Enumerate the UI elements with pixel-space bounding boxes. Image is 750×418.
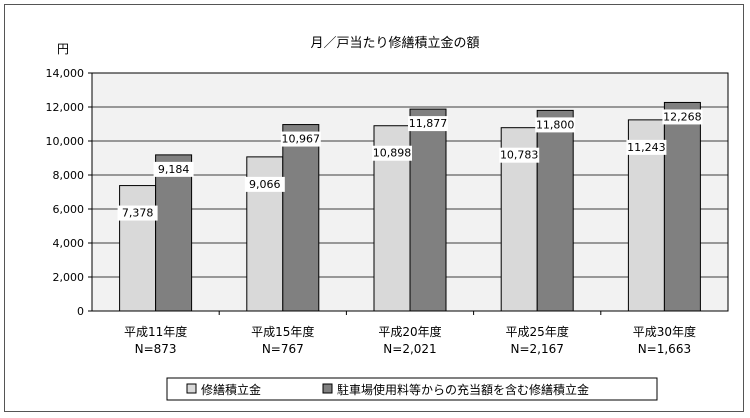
- data-label: 10,783: [500, 149, 539, 162]
- x-sample-size-label: N=767: [262, 342, 304, 356]
- data-label: 11,877: [409, 117, 448, 130]
- y-tick-label: 12,000: [46, 101, 85, 114]
- data-label-background: [408, 116, 448, 132]
- data-label: 11,243: [627, 141, 666, 154]
- x-category-label: 平成30年度: [633, 324, 696, 339]
- x-sample-size-label: N=873: [135, 342, 177, 356]
- y-axis-unit-label: 円: [57, 42, 69, 56]
- data-label: 9,184: [158, 163, 190, 176]
- bar-series-2: [536, 109, 574, 312]
- bar-series-2: [282, 124, 320, 312]
- x-sample-size-label: N=2,021: [383, 342, 436, 356]
- data-label: 10,898: [373, 147, 412, 160]
- bar-data-labels: 7,378 9,184 9,066 10,967 10,898 11,877 10,783 1…: [117, 109, 703, 221]
- bar-series-2: [663, 101, 701, 312]
- y-tick-label: 14,000: [46, 67, 85, 80]
- data-label-background: [244, 176, 285, 192]
- x-category-label: 平成15年度: [251, 324, 314, 339]
- y-tick-label: 6,000: [53, 203, 85, 216]
- y-tick-label: 10,000: [46, 135, 85, 148]
- data-label: 7,378: [122, 207, 154, 220]
- legend-label-2: 駐車場使用料等からの充当額を含む修繕積立金: [337, 382, 589, 397]
- y-tick-label: 0: [77, 305, 84, 318]
- data-label-background: [153, 161, 194, 177]
- x-category-label: 平成11年度: [124, 324, 187, 339]
- legend: 修繕積立金 駐車場使用料等からの充当額を含む修繕積立金: [166, 377, 658, 401]
- x-axis-ticks: 平成11年度 N=873 平成15年度 N=767 平成20年度 N=2,021 平成25年…: [124, 311, 696, 356]
- legend-label-1: 修繕積立金: [201, 382, 261, 397]
- y-tick-label: 2,000: [53, 271, 85, 284]
- bar-chart: 月／戸当たり修繕積立金の額 円 0 2,000 4,000 6,000 8,000 10,…: [46, 35, 729, 401]
- y-tick-label: 8,000: [53, 169, 85, 182]
- data-label-background: [117, 205, 158, 221]
- chart-title: 月／戸当たり修繕積立金の額: [310, 35, 479, 51]
- chart-frame: 月／戸当たり修繕積立金の額 円 0 2,000 4,000 6,000 8,000 10,…: [4, 4, 744, 412]
- data-label-background: [280, 131, 321, 147]
- bar-series-2: [155, 154, 193, 312]
- bar-series-1: [119, 185, 157, 312]
- y-axis-ticks: 0 2,000 4,000 6,000 8,000 10,000 12,000 14,000: [46, 67, 92, 318]
- data-label: 11,800: [536, 118, 575, 131]
- data-label-background: [499, 147, 540, 163]
- data-label: 10,967: [282, 133, 321, 146]
- data-label-background: [662, 109, 703, 125]
- data-label: 9,066: [249, 178, 281, 191]
- bar-series-2: [409, 108, 447, 312]
- y-tick-label: 4,000: [53, 237, 85, 250]
- data-label-background: [626, 139, 667, 155]
- x-category-label: 平成25年度: [506, 324, 569, 339]
- legend-swatch-2: [322, 383, 333, 394]
- data-label-background: [372, 145, 412, 161]
- x-category-label: 平成20年度: [378, 324, 441, 339]
- legend-box: [166, 377, 658, 401]
- x-sample-size-label: N=1,663: [638, 342, 691, 356]
- data-label: 12,268: [663, 110, 702, 123]
- data-label-background: [535, 117, 576, 133]
- x-sample-size-label: N=2,167: [511, 342, 564, 356]
- legend-swatch-1: [186, 383, 197, 394]
